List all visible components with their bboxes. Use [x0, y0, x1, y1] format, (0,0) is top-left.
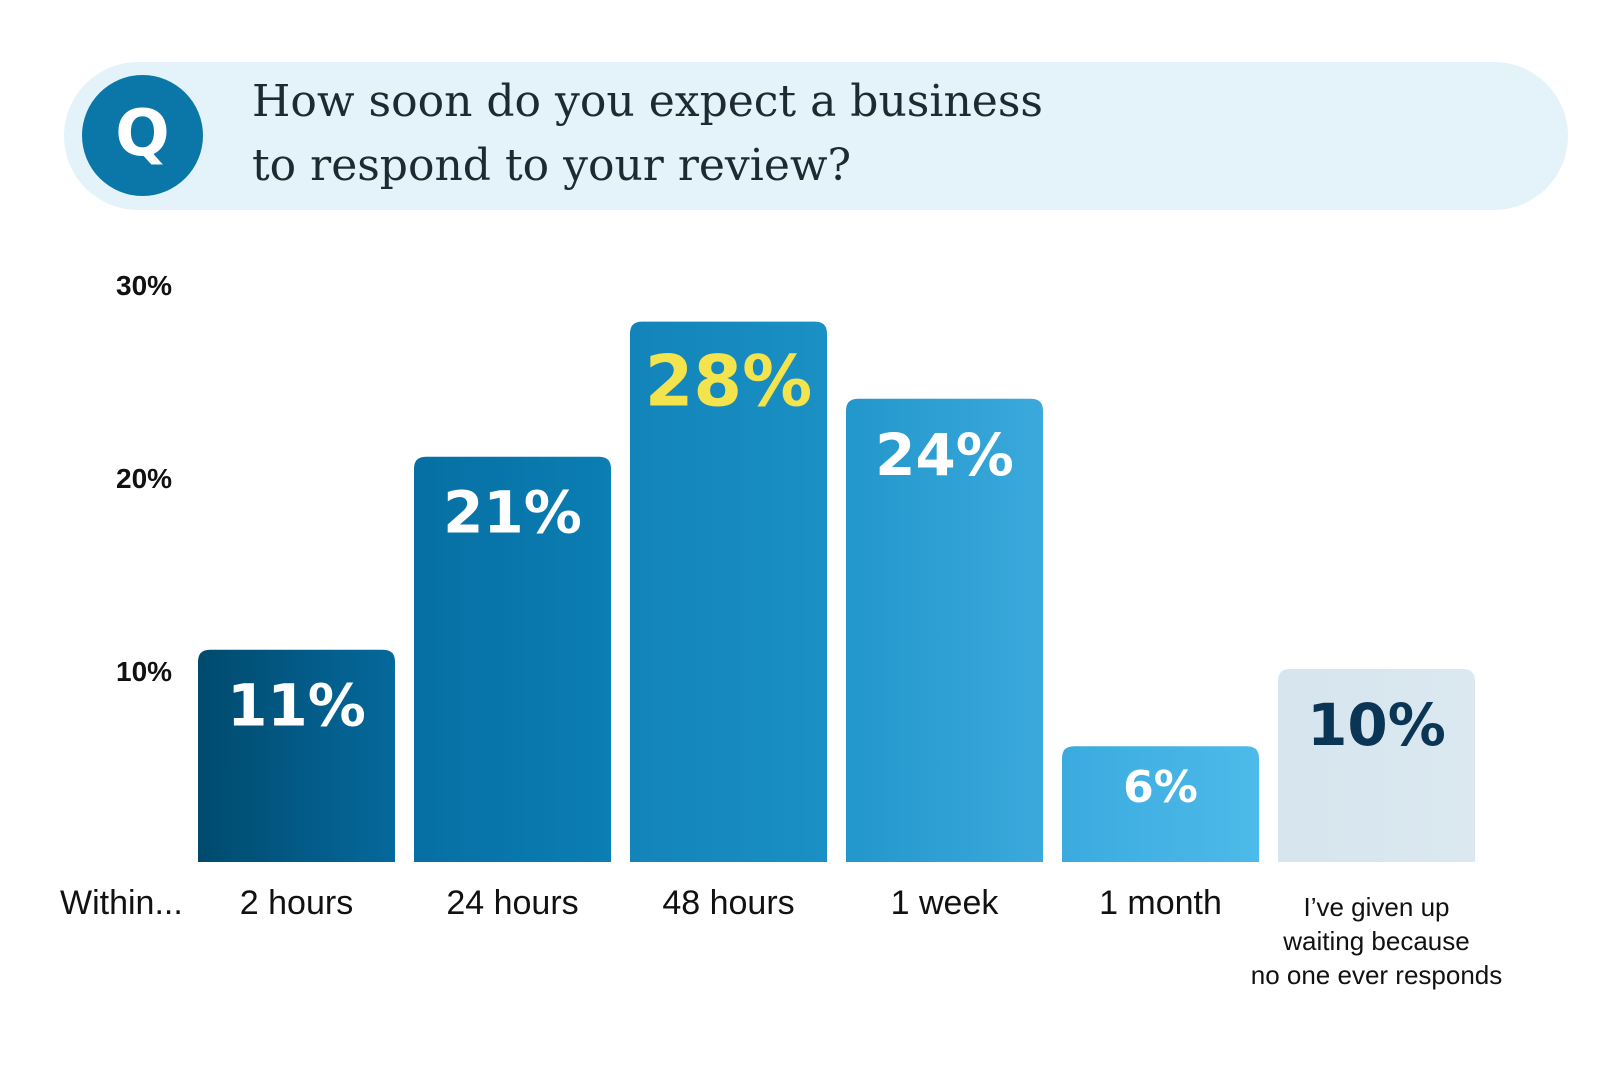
x-category-label-line: 2 hours: [239, 884, 354, 922]
question-line-2: to respond to your review?: [252, 140, 852, 191]
bar-6: [1278, 669, 1475, 862]
x-category-label-line: 24 hours: [446, 884, 579, 922]
bar-4: [846, 398, 1043, 862]
bar-5: [1062, 746, 1259, 862]
x-category-label: 24 hours: [393, 884, 633, 923]
bar-3: [630, 321, 827, 863]
question-banner: [64, 62, 1568, 210]
bar-value-label: 6%: [1123, 762, 1198, 813]
x-category-label-line: waiting because: [1283, 926, 1470, 956]
bars: 11% 21% 28% 24% 6% 10%: [198, 321, 1475, 863]
y-tick-label: 30%: [116, 270, 172, 301]
x-axis-prefix-label: Within...: [60, 884, 183, 922]
bar-value-label: 24%: [875, 421, 1014, 489]
question-badge-letter: Q: [115, 96, 170, 171]
x-category-label-line: I’ve given up: [1303, 892, 1450, 922]
bar-1: [198, 649, 395, 862]
bar-2: [414, 456, 611, 862]
y-tick-label: 10%: [116, 656, 172, 687]
x-category-label: 48 hours: [609, 884, 849, 923]
question-line-1: How soon do you expect a business: [252, 76, 1043, 127]
x-category-label-line: 48 hours: [662, 884, 795, 922]
bar-value-label: 28%: [645, 341, 813, 423]
question-text: How soon do you expect a business to res…: [252, 70, 1352, 198]
bar-value-label: 21%: [443, 479, 582, 547]
x-category-label: 1 week: [825, 884, 1065, 923]
bar-value-label: 10%: [1307, 691, 1446, 759]
x-category-label: 2 hours: [177, 884, 417, 923]
x-category-label-line: 1 month: [1099, 884, 1222, 922]
x-category-label: 1 month: [1041, 884, 1281, 923]
x-category-label-line: 1 week: [890, 884, 999, 922]
x-category-label-line: no one ever responds: [1250, 960, 1503, 990]
x-category-label: I’ve given up waiting because no one ever …: [1227, 890, 1527, 992]
y-tick-label: 20%: [116, 463, 172, 494]
y-axis-ticks: 10% 20% 30%: [116, 270, 172, 687]
question-badge-icon: Q: [82, 75, 203, 196]
bar-value-label: 11%: [227, 672, 366, 740]
